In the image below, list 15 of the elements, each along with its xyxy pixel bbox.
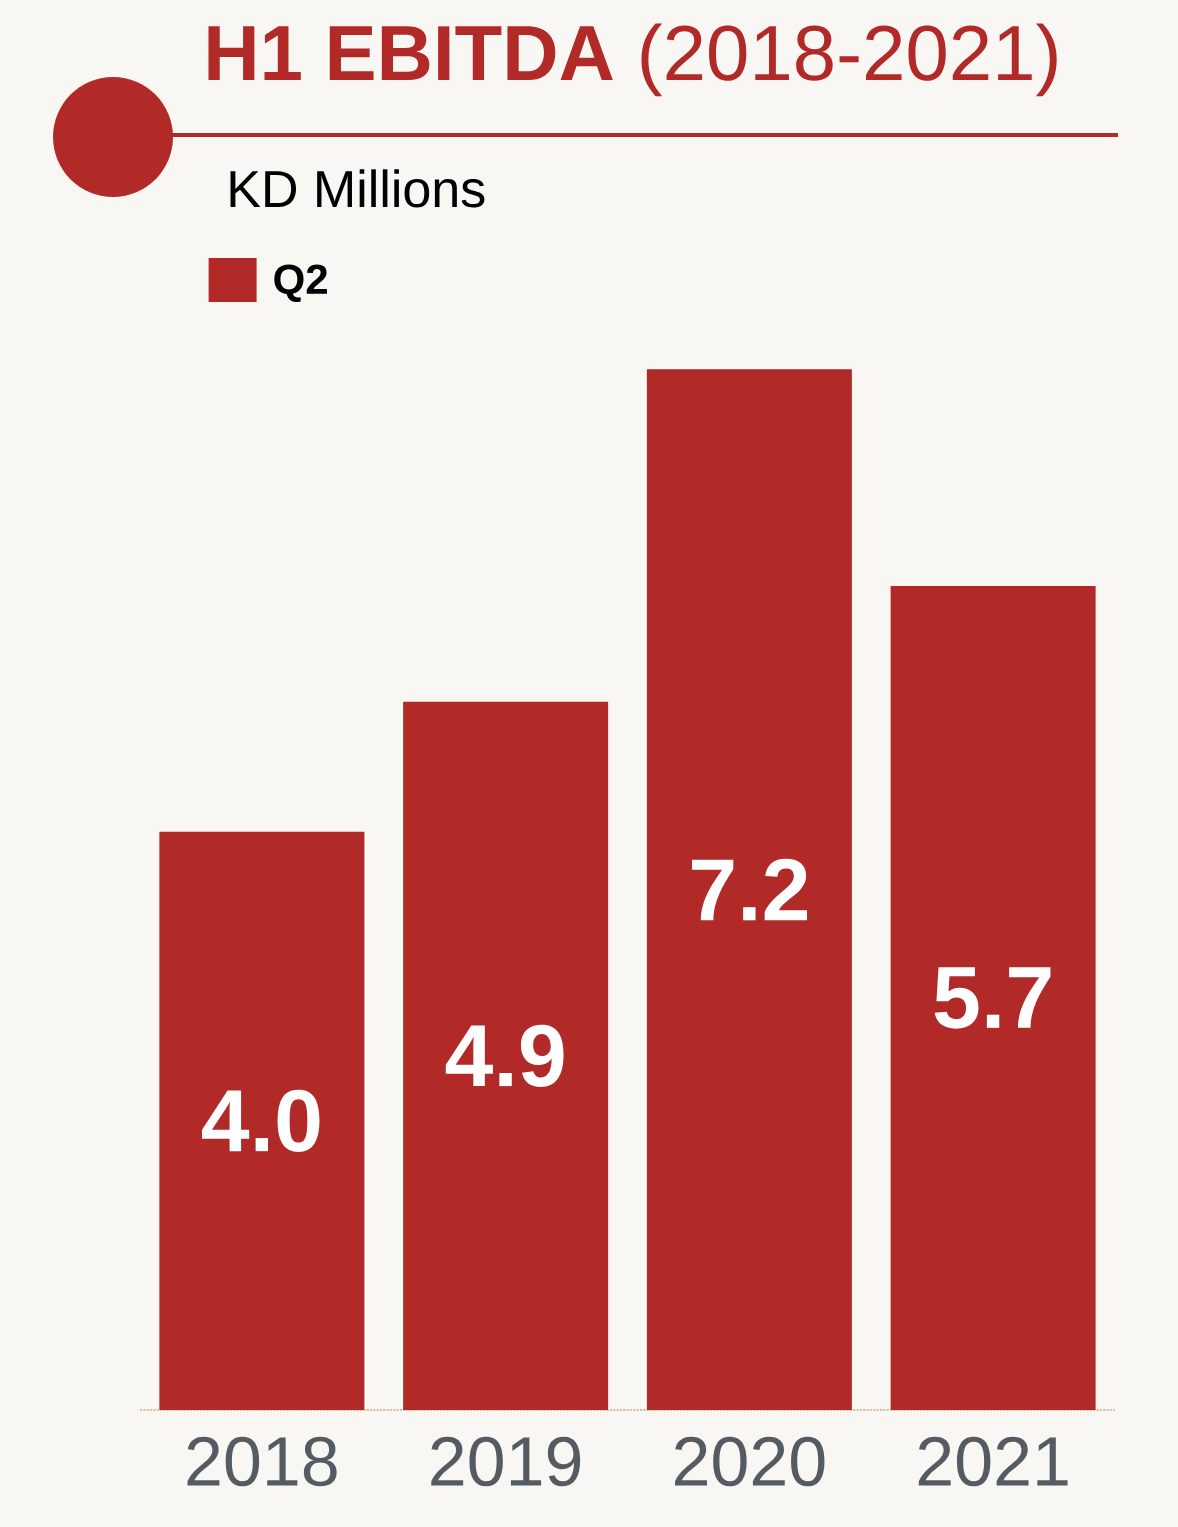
data-label: 4.9	[445, 1024, 564, 1087]
data-label: 4.0	[202, 1089, 320, 1153]
x-tick-label: 2019	[431, 1436, 581, 1487]
x-tick-label: 2021	[918, 1436, 1068, 1487]
legend-label: Q2	[274, 264, 327, 302]
bar	[890, 585, 1096, 1410]
bar	[159, 831, 365, 1410]
bar	[646, 369, 852, 1410]
data-label: 7.2	[692, 858, 808, 921]
data-label: 5.7	[934, 967, 1051, 1029]
x-tick-label: 2018	[187, 1436, 337, 1487]
chart-title: H1 EBITDA (2018-2021)	[208, 23, 1057, 97]
bar	[403, 701, 609, 1410]
chart-subtitle: KD Millions	[230, 169, 485, 208]
x-tick-label: 2020	[675, 1436, 825, 1487]
